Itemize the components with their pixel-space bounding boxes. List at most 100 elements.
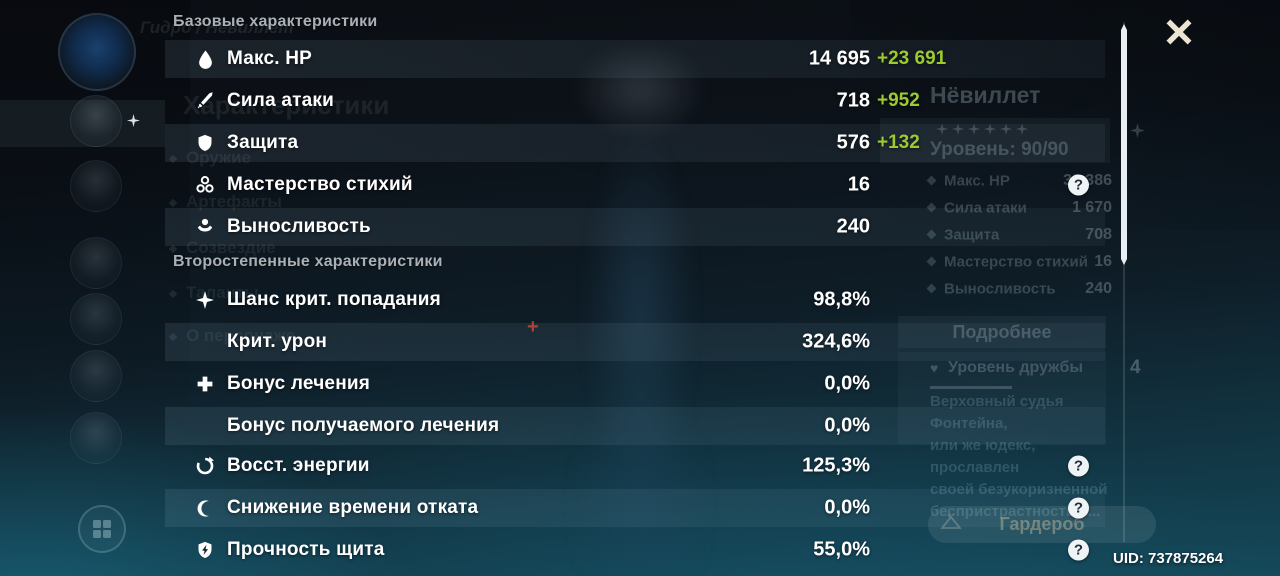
panel-stat-label: Защита bbox=[944, 227, 999, 244]
close-button[interactable] bbox=[1166, 19, 1192, 45]
stat-label: Бонус получаемого лечения bbox=[227, 415, 500, 436]
stat-bullet-icon bbox=[926, 256, 937, 267]
base-stats-section-title: Базовые характеристики bbox=[173, 13, 378, 30]
stat-label: Бонус лечения bbox=[227, 373, 371, 394]
hanger-icon bbox=[940, 514, 962, 529]
panel-stat-row: Защита 708 bbox=[926, 222, 1114, 248]
stat-label: Защита bbox=[227, 132, 299, 153]
panel-stat-value: 16 bbox=[1094, 253, 1112, 270]
stat-bonus: +952 bbox=[877, 90, 920, 111]
avatar[interactable] bbox=[70, 412, 122, 464]
background-page-header: Гидро / Нёвиллет bbox=[140, 18, 294, 37]
red-plus-marker: + bbox=[527, 316, 539, 339]
stat-label: Снижение времени отката bbox=[227, 497, 479, 518]
stat-label: Сила атаки bbox=[227, 90, 334, 111]
friendship-label: Уровень дружбы bbox=[948, 359, 1084, 376]
stat-label: Выносливость bbox=[227, 216, 371, 237]
stats-row-attack: Сила атаки 718 +952 bbox=[165, 82, 1105, 120]
character-silhouette bbox=[540, 25, 740, 570]
character-name: Нёвиллет bbox=[930, 82, 1041, 108]
panel-stat-row: Выносливость 240 bbox=[926, 276, 1114, 302]
defense-shield-icon bbox=[193, 131, 217, 155]
stat-value: 14 695 bbox=[808, 47, 870, 70]
party-emblem-icon bbox=[58, 13, 136, 91]
attack-sword-icon bbox=[193, 89, 217, 113]
panel-stat-row: Сила атаки 1 670 bbox=[926, 195, 1114, 221]
description-line: или же юдекс, прославлен bbox=[930, 437, 1036, 476]
stats-row-cooldown-reduction: Снижение времени отката 0,0% ? bbox=[165, 489, 1105, 527]
energy-recharge-icon bbox=[193, 454, 217, 478]
scrollbar-track[interactable] bbox=[1123, 22, 1125, 542]
avatar[interactable] bbox=[70, 160, 122, 212]
level-band bbox=[880, 118, 1110, 163]
stats-row-shield-strength: Прочность щита 55,0% ? bbox=[165, 531, 1105, 569]
avatar[interactable] bbox=[70, 350, 122, 402]
stat-bonus: +132 bbox=[877, 132, 920, 153]
wardrobe-button[interactable]: Гардероб bbox=[928, 506, 1156, 543]
top-right-shade bbox=[850, 0, 1280, 230]
stats-row-crit-damage: Крит. урон 324,6% bbox=[165, 323, 1105, 361]
panel-stat-value: 240 bbox=[1085, 280, 1112, 297]
avatar-selected[interactable] bbox=[70, 95, 122, 147]
details-button[interactable]: Подробнее bbox=[898, 316, 1106, 348]
stat-value: 576 bbox=[836, 131, 870, 154]
scrollbar-thumb[interactable] bbox=[1121, 24, 1127, 265]
stat-label: Восст. энергии bbox=[227, 455, 370, 476]
help-button[interactable]: ? bbox=[1068, 455, 1089, 477]
crit-rate-icon bbox=[193, 288, 217, 312]
friendship-heart-icon: ♥ bbox=[930, 360, 939, 376]
stats-row-incoming-healing-bonus: Бонус получаемого лечения 0,0% bbox=[165, 407, 1105, 445]
stat-value: 240 bbox=[836, 215, 870, 238]
panel-stat-label: Выносливость bbox=[944, 280, 1056, 298]
grid-icon bbox=[93, 520, 111, 538]
healing-bonus-icon bbox=[193, 372, 217, 396]
background-section-title: Характеристики bbox=[183, 90, 390, 120]
menu-item-weapon: Оружие bbox=[186, 148, 251, 168]
menu-item-profile: О персонаже bbox=[186, 326, 295, 346]
character-level: Уровень: 90/90 bbox=[930, 139, 1069, 161]
description-line: беспристрастностью... bbox=[930, 501, 1116, 523]
stat-value: 16 bbox=[847, 173, 870, 196]
stats-row-max-hp: Макс. HP 14 695 +23 691 bbox=[165, 40, 1105, 78]
close-icon bbox=[1166, 19, 1192, 45]
stat-value: 0,0% bbox=[824, 414, 870, 437]
stat-label: Макс. HP bbox=[227, 48, 313, 69]
panel-stat-value: 1 670 bbox=[1072, 199, 1112, 217]
hp-droplet-icon bbox=[193, 47, 217, 71]
stat-value: 0,0% bbox=[824, 372, 870, 395]
panel-stat-label: Мастерство стихий bbox=[944, 253, 1088, 271]
stat-value: 324,6% bbox=[802, 330, 870, 353]
stat-label: Мастерство стихий bbox=[227, 174, 413, 195]
stats-row-elemental-mastery: Мастерство стихий 16 ? bbox=[165, 166, 1105, 204]
rarity-stars bbox=[936, 123, 1028, 135]
description-line: Верховный судья Фонтейна, bbox=[930, 393, 1064, 432]
description-band bbox=[898, 388, 1106, 444]
stat-value: 98,8% bbox=[813, 288, 870, 311]
stat-value: 0,0% bbox=[824, 496, 870, 519]
avatar[interactable] bbox=[70, 293, 122, 345]
avatar[interactable] bbox=[70, 237, 122, 289]
stat-value: 125,3% bbox=[802, 454, 870, 477]
menu-item-constellation: Созвездие bbox=[186, 238, 276, 257]
help-button[interactable]: ? bbox=[1068, 174, 1089, 196]
menu-item-artifacts: Артефакты bbox=[186, 192, 282, 211]
stat-bonus: +23 691 bbox=[877, 48, 947, 69]
shield-strength-icon bbox=[193, 538, 217, 562]
elemental-mastery-icon bbox=[193, 173, 217, 197]
uid-label: UID: 737875264 bbox=[1113, 550, 1224, 567]
character-description: Верховный судья Фонтейна, или же юдекс, … bbox=[930, 391, 1116, 523]
description-line: своей безукоризненной bbox=[930, 479, 1116, 501]
stats-row-energy-recharge: Восст. энергии 125,3% ? bbox=[165, 447, 1105, 485]
stats-row-crit-rate: Шанс крит. попадания 98,8% bbox=[165, 281, 1105, 319]
panel-stat-label: Сила атаки bbox=[944, 200, 1027, 217]
help-button[interactable]: ? bbox=[1068, 497, 1089, 519]
stat-label: Крит. урон bbox=[227, 331, 328, 352]
party-grid-button[interactable] bbox=[78, 505, 126, 553]
help-button[interactable]: ? bbox=[1068, 539, 1089, 561]
panel-stat-value: 708 bbox=[1085, 226, 1112, 244]
stats-row-stamina: Выносливость 240 bbox=[165, 208, 1105, 246]
stamina-icon bbox=[193, 215, 217, 239]
secondary-stats-section-title: Второстепенные характеристики bbox=[173, 253, 443, 270]
stats-row-defense: Защита 576 +132 bbox=[165, 124, 1105, 162]
